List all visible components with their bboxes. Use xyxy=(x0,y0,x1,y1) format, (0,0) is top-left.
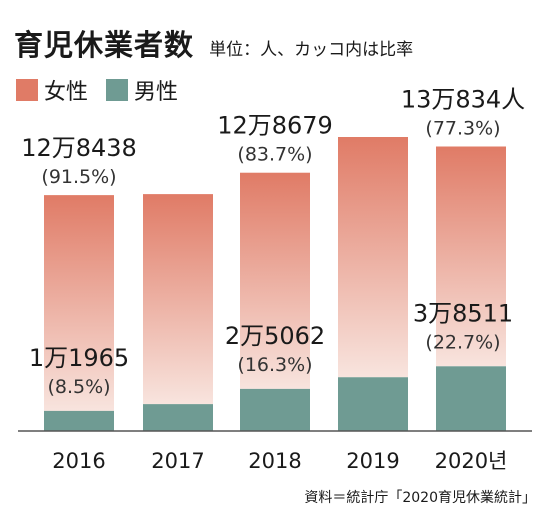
x-tick-label: 2019 xyxy=(346,449,399,473)
data-label-percent: (83.7%) xyxy=(237,144,312,166)
data-label-percent: (91.5%) xyxy=(41,166,116,188)
data-label-value: 13万834人 xyxy=(401,86,525,114)
bar-female-2018 xyxy=(240,172,310,389)
source-note: 資料＝統計庁「2020育児休業統計」 xyxy=(304,490,536,506)
data-label-value: 3万8511 xyxy=(413,299,513,327)
data-label-percent: (8.5%) xyxy=(47,376,110,398)
legend-label-male: 男性 xyxy=(134,80,179,105)
legend-label-female: 女性 xyxy=(44,80,89,105)
unit-note: 単位：人、カッコ内は比率 xyxy=(209,40,414,60)
bar-female-2020년 xyxy=(436,146,506,367)
bar-male-2019 xyxy=(338,377,408,431)
bar-male-2018 xyxy=(240,388,310,431)
legend: 女性 男性 xyxy=(16,74,196,106)
legend-item-male: 男性 xyxy=(106,74,178,106)
bar-male-2017 xyxy=(143,404,213,431)
data-label-value: 12万8438 xyxy=(21,134,137,162)
chart-title: 育児休業者数 xyxy=(14,28,195,62)
legend-swatch-male xyxy=(106,79,129,101)
bar-female-2016 xyxy=(44,195,114,411)
bar-male-2020년 xyxy=(436,366,506,431)
x-tick-label: 2017 xyxy=(151,449,204,473)
data-label-percent: (22.7%) xyxy=(425,331,500,353)
title-row: 育児休業者数 単位：人、カッコ内は比率 xyxy=(14,22,413,64)
x-tick-label: 2016 xyxy=(52,449,105,473)
bar-female-2017 xyxy=(143,194,213,405)
data-label-percent: (77.3%) xyxy=(425,118,500,140)
x-tick-label: 2018 xyxy=(248,449,301,473)
legend-swatch-female xyxy=(16,79,38,101)
x-tick-label: 2020년 xyxy=(435,449,508,473)
data-label-percent: (16.3%) xyxy=(237,354,312,376)
legend-item-female: 女性 xyxy=(16,74,88,106)
bar-female-2019 xyxy=(338,137,408,378)
data-label-value: 2万5062 xyxy=(225,322,325,350)
bar-male-2016 xyxy=(44,410,114,431)
data-label-value: 1万1965 xyxy=(29,344,129,372)
data-label-value: 12万8679 xyxy=(217,112,333,140)
